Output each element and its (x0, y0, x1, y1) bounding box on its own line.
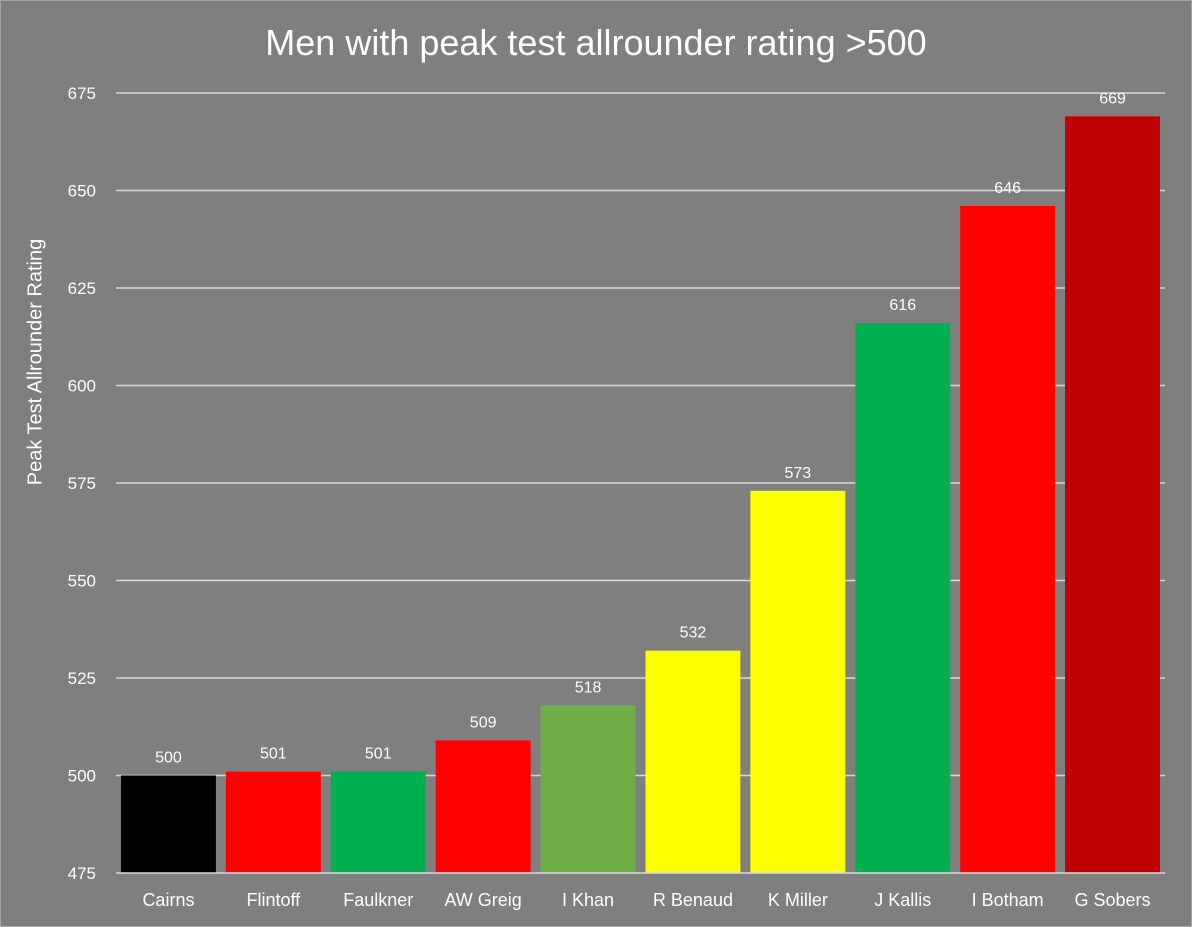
x-tick-label: AW Greig (444, 890, 521, 910)
bar-value-label: 509 (470, 714, 497, 731)
x-tick-label: Cairns (142, 890, 194, 910)
bar (435, 740, 531, 873)
x-tick-label: I Khan (562, 890, 614, 910)
bar (1065, 116, 1161, 873)
bar-value-label: 616 (889, 297, 916, 314)
x-tick-label: Faulkner (343, 890, 413, 910)
y-tick-label: 625 (68, 279, 96, 298)
y-tick-label: 475 (68, 864, 96, 883)
chart-title: Men with peak test allrounder rating >50… (265, 22, 927, 63)
x-tick-label: I Botham (972, 890, 1044, 910)
bar (960, 206, 1056, 874)
y-tick-label: 500 (68, 767, 96, 786)
x-tick-label: Flintoff (246, 890, 301, 910)
x-tick-label: K Miller (768, 890, 828, 910)
x-tick-label: R Benaud (653, 890, 733, 910)
y-tick-label: 600 (68, 377, 96, 396)
bar (330, 771, 426, 873)
x-tick-label: G Sobers (1075, 890, 1151, 910)
y-tick-label: 650 (68, 182, 96, 201)
bar-value-label: 669 (1099, 90, 1126, 107)
bar (120, 775, 216, 873)
y-tick-label: 550 (68, 572, 96, 591)
bar-value-label: 501 (365, 746, 392, 763)
bar (540, 705, 636, 873)
y-tick-label: 575 (68, 474, 96, 493)
bar (855, 323, 951, 874)
y-tick-label: 675 (68, 84, 96, 103)
bar-value-label: 500 (155, 750, 182, 767)
bar-value-label: 573 (784, 465, 811, 482)
bar-value-label: 646 (994, 180, 1021, 197)
bar (750, 490, 846, 873)
x-tick-label: J Kallis (874, 890, 931, 910)
bar (645, 650, 741, 873)
bar-value-label: 532 (680, 625, 707, 642)
bar (225, 771, 321, 873)
bar-value-label: 518 (575, 679, 602, 696)
y-tick-label: 525 (68, 669, 96, 688)
bar-value-label: 501 (260, 746, 287, 763)
